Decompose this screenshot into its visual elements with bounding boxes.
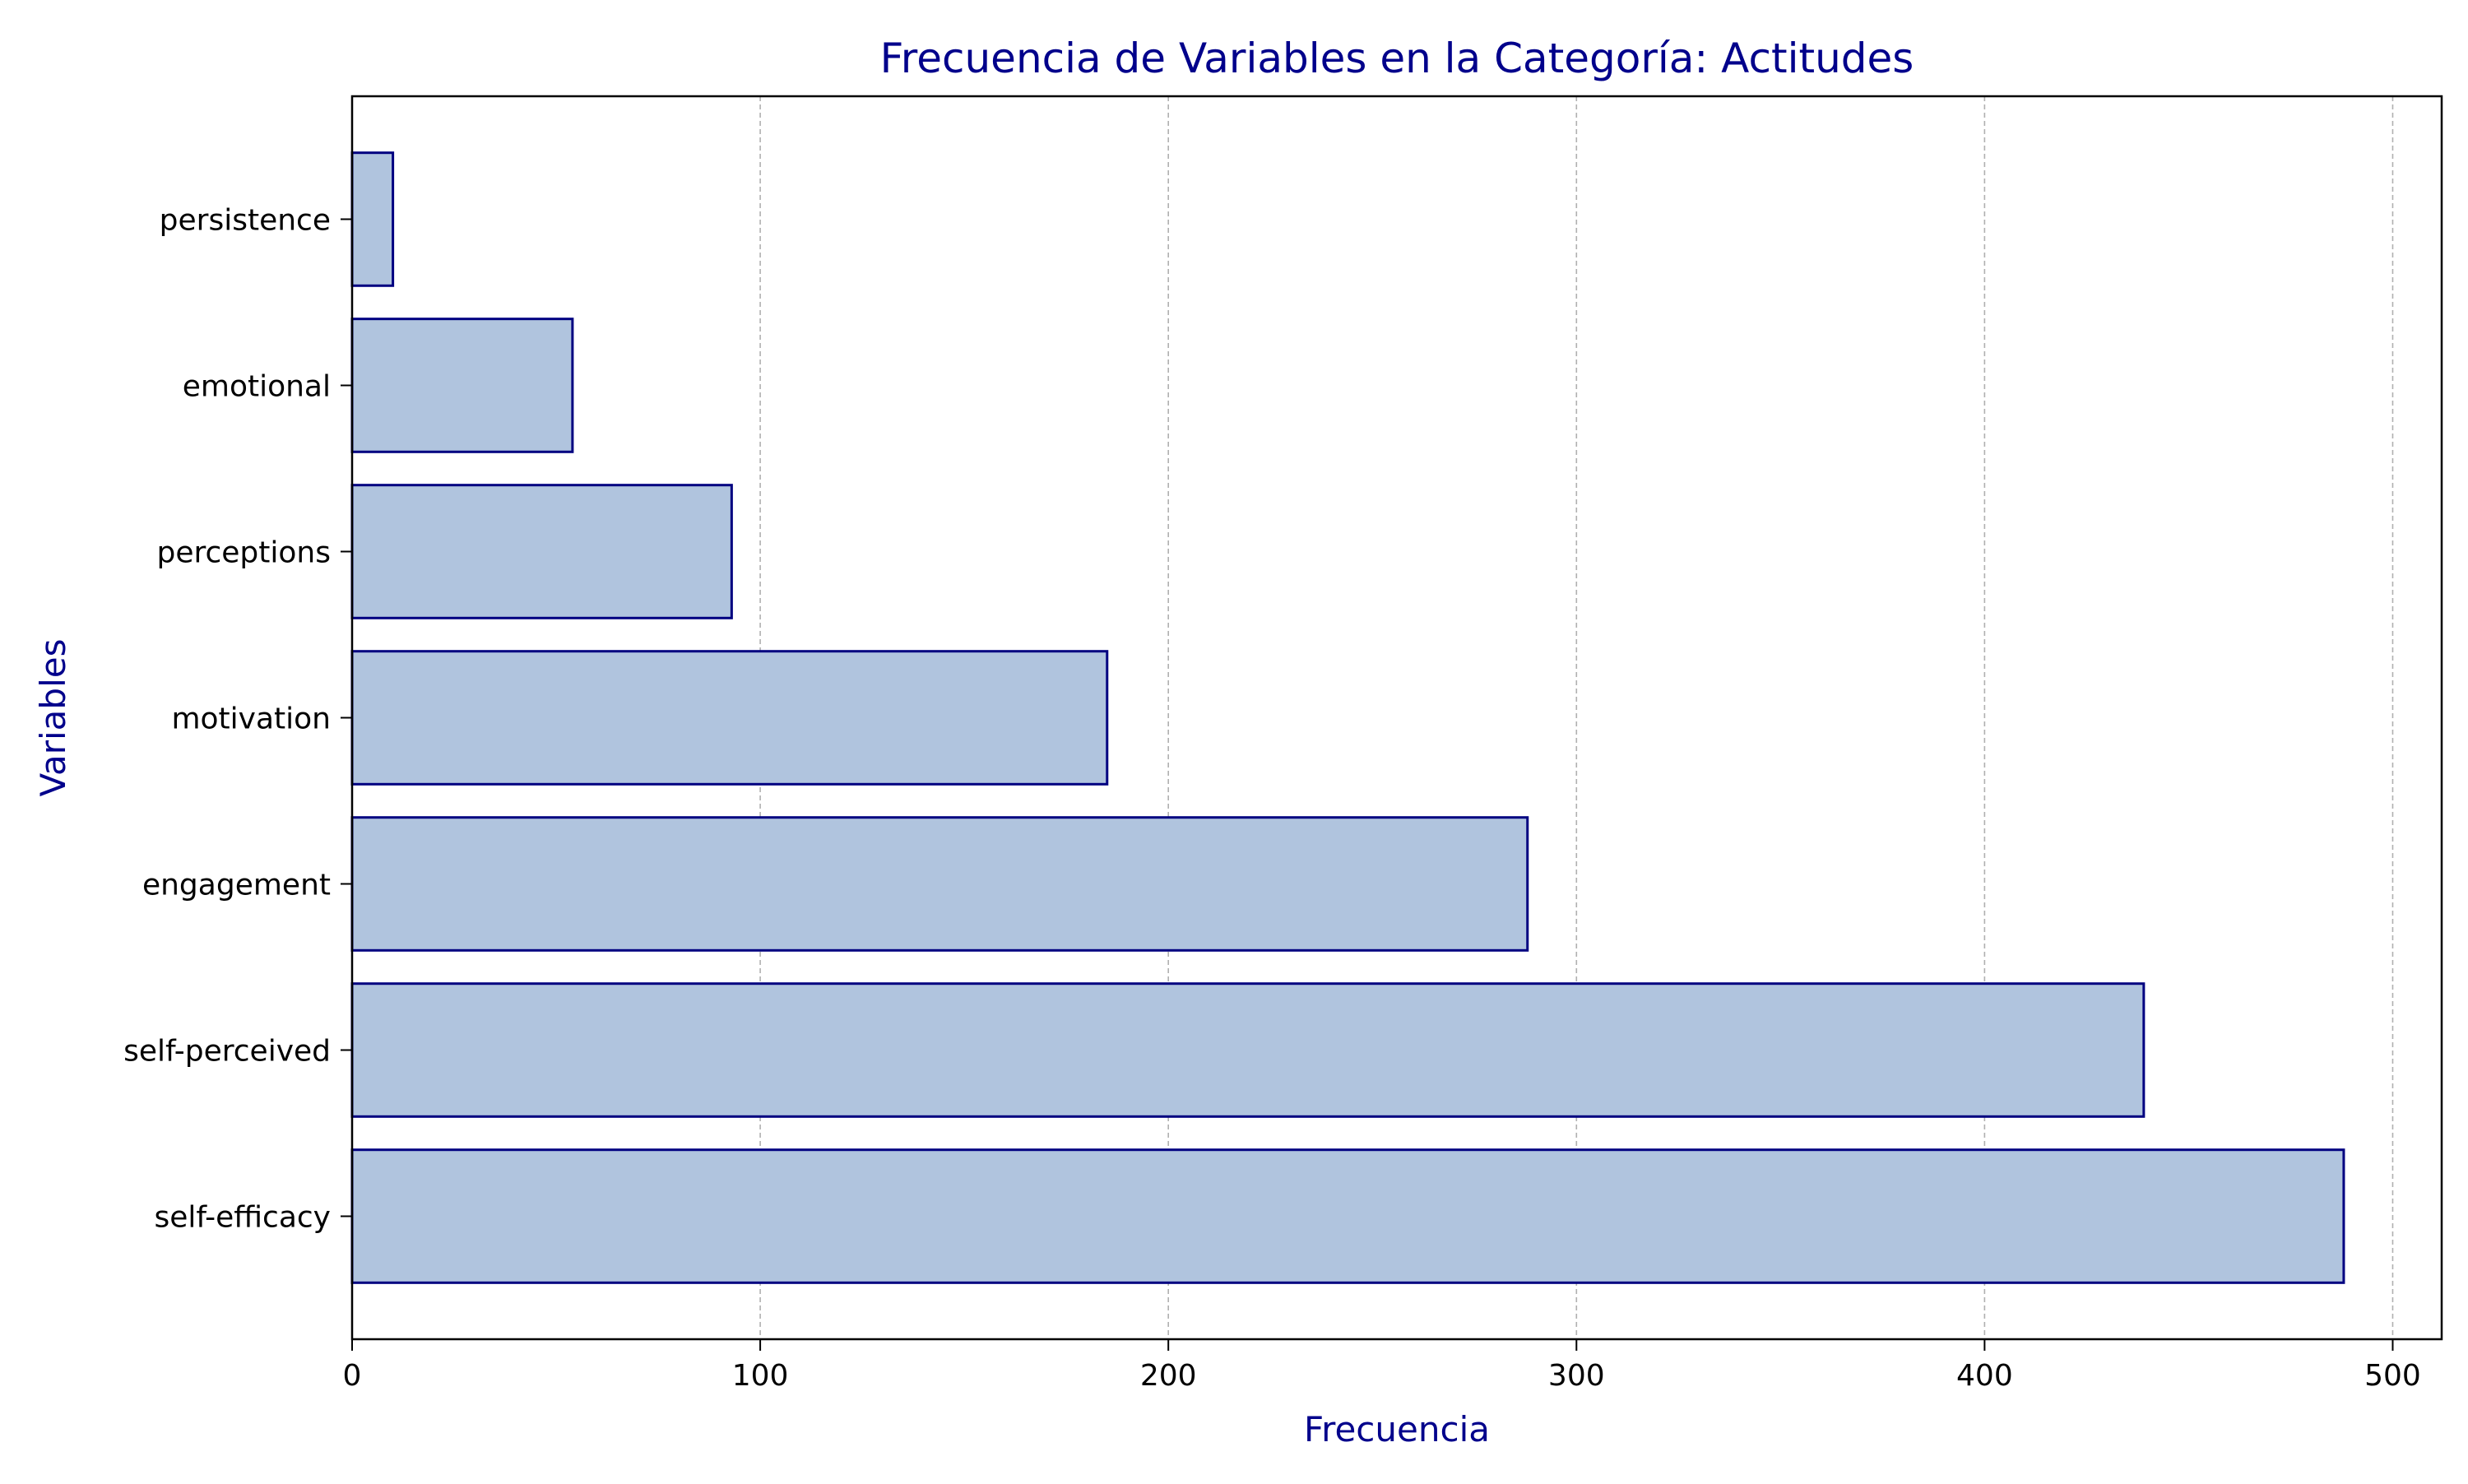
x-axis-ticks: 0 100 200 300 400 500 — [343, 1339, 2421, 1393]
y-tick-label: self-efficacy — [154, 1201, 331, 1235]
bar-motivation — [350, 650, 1109, 786]
y-tick-label: emotional — [183, 369, 331, 403]
x-axis-label: Frecuencia — [1304, 1409, 1490, 1449]
bar-persistence — [350, 151, 395, 287]
y-axis-label: Variables — [33, 639, 73, 797]
y-tick-label: perceptions — [156, 536, 331, 569]
bar-engagement — [350, 816, 1529, 952]
bar-emotional — [350, 318, 574, 453]
x-tick-label: 300 — [1548, 1359, 1605, 1393]
y-tick-label: motivation — [171, 703, 331, 736]
bars — [350, 151, 2345, 1284]
y-tick-label: persistence — [160, 203, 331, 237]
bar-self-efficacy — [350, 1148, 2345, 1284]
x-tick-label: 500 — [2364, 1359, 2421, 1393]
bar-self-perceived — [350, 982, 2146, 1118]
x-tick-label: 0 — [343, 1359, 362, 1393]
x-tick-label: 400 — [1956, 1359, 2013, 1393]
x-tick-label: 200 — [1140, 1359, 1197, 1393]
y-tick-label: engagement — [142, 869, 331, 902]
y-axis-ticks: self-efficacy self-perceived engagement mot… — [123, 203, 352, 1235]
x-tick-label: 100 — [732, 1359, 789, 1393]
chart-title: Frecuencia de Variables en la Categoría:… — [880, 35, 1914, 82]
bar-perceptions — [350, 484, 733, 619]
y-tick-label: self-perceived — [123, 1035, 331, 1069]
